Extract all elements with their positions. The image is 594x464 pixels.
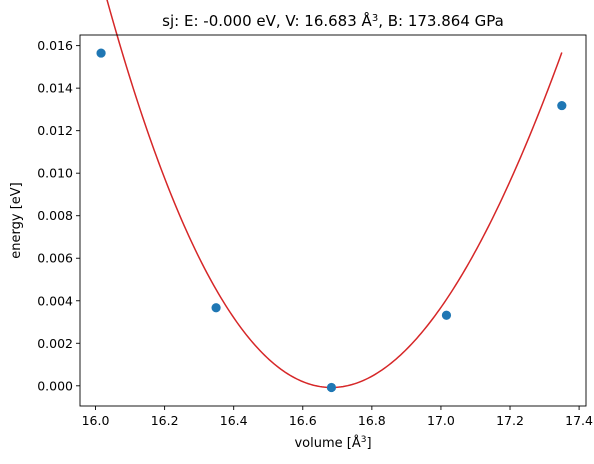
plot-frame [79,34,587,407]
x-tick-label: 16.2 [151,413,179,428]
y-axis-label: energy [eV] [9,182,24,258]
y-tick-label: 0.008 [37,208,73,223]
x-tick-labels: 16.0 16.2 16.4 16.6 16.8 17.0 17.2 17.4 [82,413,593,428]
y-tick-labels: 0.000 0.002 0.004 0.006 0.008 0.010 0.012 0.014… [37,38,73,393]
y-tick-label: 0.006 [37,251,73,266]
x-axis-label: volume [Å3] [294,435,371,451]
axis-ticks [76,45,580,410]
chart-title-suffix: , B: 173.864 GPa [378,12,504,30]
x-axis-label-text: volume [Å [294,435,360,451]
y-tick-label: 0.012 [37,123,73,138]
x-axis-label-suffix: ] [366,436,371,451]
data-point [441,310,452,320]
data-points [96,48,567,393]
x-tick-label: 17.0 [427,413,455,428]
y-tick-label: 0.000 [37,378,73,393]
x-tick-label: 16.8 [358,413,386,428]
y-tick-label: 0.014 [37,81,73,96]
x-tick-label: 17.4 [565,413,593,428]
y-tick-label: 0.002 [37,336,73,351]
x-tick-label: 16.6 [289,413,317,428]
fit-curve [106,0,563,389]
x-tick-label: 16.4 [220,413,248,428]
x-tick-label: 16.0 [82,413,110,428]
data-point [211,303,221,313]
chart-title: sj: E: -0.000 eV, V: 16.683 Å3, B: 173.8… [162,11,504,30]
data-point [326,382,337,393]
x-tick-label: 17.2 [496,413,524,428]
y-tick-label: 0.004 [37,293,73,308]
y-tick-label: 0.010 [37,166,73,181]
chart-title-text: sj: E: -0.000 eV, V: 16.683 Å [162,11,372,30]
x-axis-label-sup: 3 [361,435,367,445]
y-tick-label: 0.016 [37,38,73,53]
data-point [96,48,106,58]
data-point [557,100,567,111]
chart-title-sup: 3 [372,13,378,24]
